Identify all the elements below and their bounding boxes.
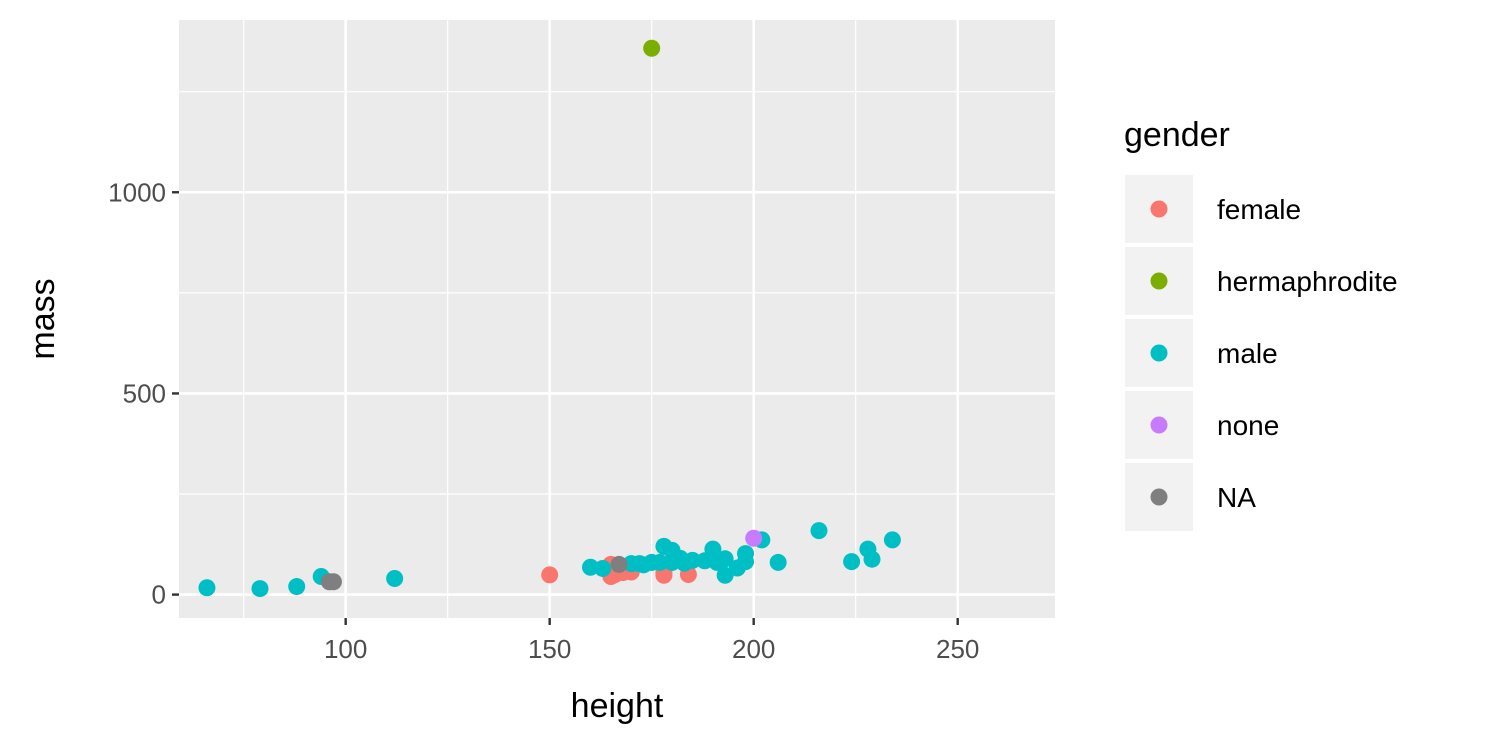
legend-label: male: [1217, 338, 1278, 369]
point-hermaphrodite: [643, 39, 661, 57]
point-male: [386, 570, 404, 588]
legend-label: NA: [1217, 482, 1256, 513]
point-na: [324, 573, 342, 591]
plot-panel: [179, 20, 1055, 618]
x-axis-title: height: [571, 687, 664, 725]
point-male: [769, 553, 787, 571]
point-female: [655, 566, 673, 584]
point-male: [716, 566, 734, 584]
point-male: [843, 553, 861, 571]
point-male: [810, 522, 828, 540]
legend-key-hermaphrodite: [1150, 272, 1168, 290]
x-tick-label: 150: [528, 634, 571, 664]
point-male: [883, 531, 901, 549]
y-axis-title: mass: [24, 278, 62, 359]
point-male: [651, 553, 669, 571]
legend-title: gender: [1124, 116, 1230, 154]
point-na: [610, 555, 628, 573]
minor-gridlines: [179, 20, 1055, 618]
y-tick-label: 1000: [108, 177, 166, 207]
point-male: [683, 551, 701, 569]
point-male: [704, 540, 722, 558]
x-tick-label: 200: [732, 634, 775, 664]
y-axis: 0 500 1000: [108, 177, 179, 610]
x-axis: 100 150 200 250: [324, 618, 979, 664]
point-male: [288, 578, 306, 596]
legend-label: female: [1217, 194, 1301, 225]
point-male: [863, 550, 881, 568]
data-points: [198, 39, 901, 598]
legend-keys: female hermaphrodite male none NA: [1125, 175, 1398, 531]
point-male: [581, 558, 599, 576]
point-male: [737, 545, 755, 563]
legend-key-na: [1150, 488, 1168, 506]
y-tick-label: 0: [152, 580, 166, 610]
point-male: [594, 559, 612, 577]
major-gridlines: [179, 20, 1055, 618]
point-male: [251, 580, 269, 598]
legend: gender female hermaphrodite male none NA: [1124, 116, 1398, 531]
legend-label: none: [1217, 410, 1279, 441]
legend-key-female: [1150, 200, 1168, 218]
point-none: [745, 529, 763, 547]
point-female: [541, 566, 559, 584]
legend-key-male: [1150, 344, 1168, 362]
legend-key-none: [1150, 416, 1168, 434]
x-tick-label: 100: [324, 634, 367, 664]
x-tick-label: 250: [936, 634, 979, 664]
point-male: [198, 579, 216, 597]
point-male: [716, 550, 734, 568]
legend-label: hermaphrodite: [1217, 266, 1398, 297]
y-tick-label: 500: [123, 378, 166, 408]
